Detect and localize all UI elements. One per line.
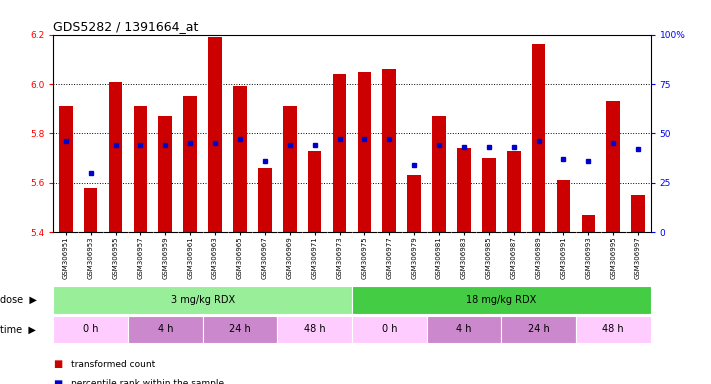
Bar (407, 175, 421, 232)
Text: 48 h: 48 h (602, 324, 624, 334)
Text: ■: ■ (53, 359, 63, 369)
Bar (277, 316, 352, 343)
Bar (631, 195, 645, 232)
Bar (576, 316, 651, 343)
Bar (352, 316, 427, 343)
Text: 24 h: 24 h (229, 324, 251, 334)
Text: percentile rank within the sample: percentile rank within the sample (71, 379, 224, 384)
Bar (134, 106, 147, 232)
Bar (507, 151, 520, 232)
Text: 4 h: 4 h (158, 324, 173, 334)
Bar (208, 37, 222, 232)
Bar (159, 116, 172, 232)
Text: 0 h: 0 h (83, 324, 98, 334)
Text: ■: ■ (53, 379, 63, 384)
Text: 48 h: 48 h (304, 324, 326, 334)
Bar (258, 168, 272, 232)
Bar (183, 96, 197, 232)
Bar (53, 286, 352, 314)
Text: time  ▶: time ▶ (0, 324, 36, 334)
Bar (109, 81, 122, 232)
Bar (283, 106, 296, 232)
Bar (532, 45, 545, 232)
Bar (557, 180, 570, 232)
Text: 3 mg/kg RDX: 3 mg/kg RDX (171, 295, 235, 305)
Bar (203, 316, 277, 343)
Bar (383, 69, 396, 232)
Bar (432, 116, 446, 232)
Bar (482, 158, 496, 232)
Text: 24 h: 24 h (528, 324, 550, 334)
Bar (457, 148, 471, 232)
Bar (128, 316, 203, 343)
Bar (53, 316, 128, 343)
Bar (427, 316, 501, 343)
Bar (233, 86, 247, 232)
Bar (606, 101, 620, 232)
Bar (358, 72, 371, 232)
Bar (582, 215, 595, 232)
Bar (84, 188, 97, 232)
Text: 4 h: 4 h (456, 324, 471, 334)
Text: dose  ▶: dose ▶ (0, 295, 37, 305)
Bar (59, 106, 73, 232)
Bar (333, 74, 346, 232)
Bar (352, 286, 651, 314)
Text: transformed count: transformed count (71, 360, 155, 369)
Bar (308, 151, 321, 232)
Text: 0 h: 0 h (382, 324, 397, 334)
Text: 18 mg/kg RDX: 18 mg/kg RDX (466, 295, 536, 305)
Text: GDS5282 / 1391664_at: GDS5282 / 1391664_at (53, 20, 198, 33)
Bar (501, 316, 576, 343)
